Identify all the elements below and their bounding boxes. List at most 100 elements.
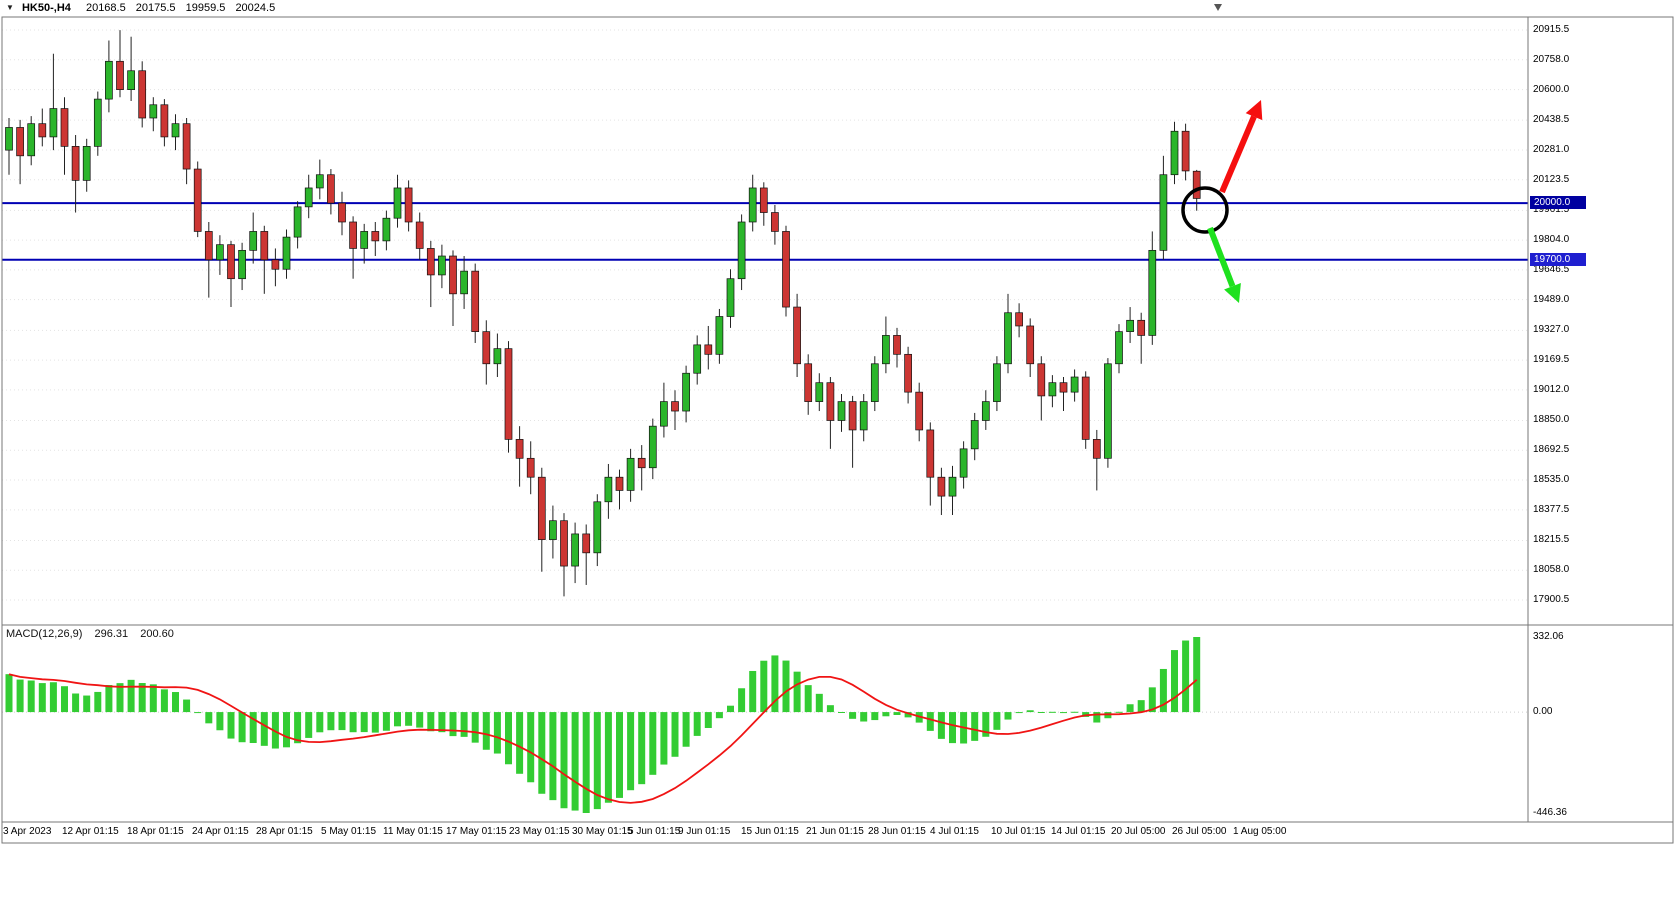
candle-body: [948, 476, 957, 497]
time-axis-label: 28 Apr 01:15: [256, 826, 313, 837]
macd-histogram-bar: [804, 685, 812, 713]
bullish-arrow[interactable]: [1219, 115, 1257, 194]
candle-body: [5, 127, 13, 151]
candle-body: [571, 533, 579, 567]
candle-body: [138, 70, 147, 119]
macd-histogram-bar: [793, 671, 801, 713]
price-tick-label: 20281.0: [1533, 143, 1570, 155]
candle-body: [182, 123, 191, 170]
ohlc-high-value: 20175.5: [135, 2, 176, 14]
price-tick-label: 20438.5: [1533, 114, 1570, 126]
candle-body: [549, 520, 557, 540]
macd-histogram-bar: [271, 712, 279, 749]
candle-body: [338, 202, 346, 223]
macd-histogram-bar: [338, 712, 346, 731]
macd-histogram-bar: [1026, 710, 1034, 713]
macd-histogram-bar: [1159, 668, 1167, 713]
time-axis-label: 10 Jul 01:15: [991, 826, 1046, 837]
candle-body: [859, 401, 868, 431]
candle-body: [393, 187, 402, 219]
price-level-tag: 19700.0: [1530, 252, 1586, 266]
candle-body: [282, 236, 291, 270]
macd-histogram-bar: [671, 712, 679, 757]
candle-body: [204, 231, 213, 261]
macd-histogram-bar: [627, 712, 635, 791]
candle-body: [382, 217, 391, 242]
macd-histogram-bar: [94, 691, 102, 713]
macd-histogram-bar: [172, 692, 179, 713]
macd-tick-label: 332.06: [1533, 631, 1564, 642]
bullish-arrow-head[interactable]: [1245, 100, 1263, 121]
price-tick-label: 19169.5: [1533, 354, 1570, 366]
chart-shift-marker-icon[interactable]: [1214, 4, 1222, 11]
time-axis-label: 17 May 01:15: [446, 826, 507, 837]
price-tick-label: 19489.0: [1533, 293, 1570, 305]
macd-indicator-header: MACD(12,26,9) 296.31 200.60: [6, 628, 183, 640]
price-tick-label: 19646.5: [1533, 263, 1570, 275]
time-axis-label: 15 Jun 01:15: [741, 826, 799, 837]
macd-histogram-bar: [72, 693, 80, 713]
time-axis-label: 21 Jun 01:15: [806, 826, 864, 837]
macd-histogram-bar: [183, 699, 191, 713]
macd-histogram-bar: [538, 712, 546, 794]
macd-histogram-bar: [904, 712, 912, 718]
chart-border: [1, 16, 1674, 844]
macd-histogram-bar: [849, 712, 857, 719]
candle-body: [49, 108, 58, 138]
macd-histogram-bar: [349, 712, 357, 733]
macd-histogram-bar: [1126, 704, 1134, 713]
macd-histogram-bar: [105, 685, 113, 713]
time-axis-label: 5 May 01:15: [321, 826, 377, 837]
candle-body: [360, 231, 369, 249]
candle-body: [438, 255, 446, 276]
price-tick-label: 19961.5: [1533, 204, 1570, 216]
candle-body: [504, 348, 513, 440]
macd-histogram-bar: [160, 689, 168, 713]
macd-histogram-bar: [405, 712, 413, 726]
candle-body: [693, 344, 702, 374]
macd-histogram-bar: [982, 712, 990, 737]
candle-body: [426, 248, 435, 276]
macd-histogram-bar: [1115, 711, 1123, 713]
time-axis-label: 26 Jul 05:00: [1172, 826, 1227, 837]
candle-body: [415, 221, 424, 249]
candle-body: [1159, 174, 1168, 251]
candle-body: [260, 231, 269, 261]
macd-histogram-bar: [826, 705, 834, 713]
candle-body: [904, 353, 912, 393]
macd-indicator-label: MACD(12,26,9): [6, 628, 83, 640]
macd-histogram-bar: [871, 712, 879, 721]
candle-body: [1170, 130, 1179, 176]
macd-histogram-bar: [693, 712, 701, 736]
candle-body: [71, 146, 80, 181]
symbol-dropdown-icon[interactable]: ▼: [6, 3, 14, 12]
candle-body: [893, 335, 901, 355]
macd-histogram-bar: [83, 695, 91, 713]
price-tick-label: 18692.5: [1533, 444, 1570, 456]
symbol-timeframe-label: HK50-,H4: [21, 2, 71, 14]
bearish-arrow[interactable]: [1207, 226, 1236, 288]
candle-body: [704, 344, 713, 355]
candle-body: [38, 123, 47, 138]
candle-body: [759, 187, 768, 213]
candle-body: [1059, 382, 1068, 393]
time-axis-label: 28 Jun 01:15: [868, 826, 926, 837]
highlight-circle[interactable]: [1181, 186, 1229, 234]
macd-histogram-bar: [427, 712, 435, 732]
candle-body: [304, 187, 313, 208]
macd-histogram-bar: [516, 712, 524, 774]
candle-body: [27, 123, 36, 157]
macd-histogram-bar: [649, 712, 657, 775]
candle-body: [1148, 249, 1157, 336]
candle-body: [915, 391, 924, 431]
macd-histogram-bar: [249, 712, 257, 744]
macd-histogram-bar: [638, 712, 646, 785]
macd-histogram-bar: [660, 712, 668, 765]
macd-histogram-bar: [260, 712, 268, 746]
macd-histogram-bar: [749, 670, 757, 713]
candle-body: [460, 270, 468, 295]
candle-body: [105, 60, 113, 100]
bearish-arrow-head[interactable]: [1224, 283, 1241, 303]
time-axis-label: 24 Apr 01:15: [192, 826, 249, 837]
